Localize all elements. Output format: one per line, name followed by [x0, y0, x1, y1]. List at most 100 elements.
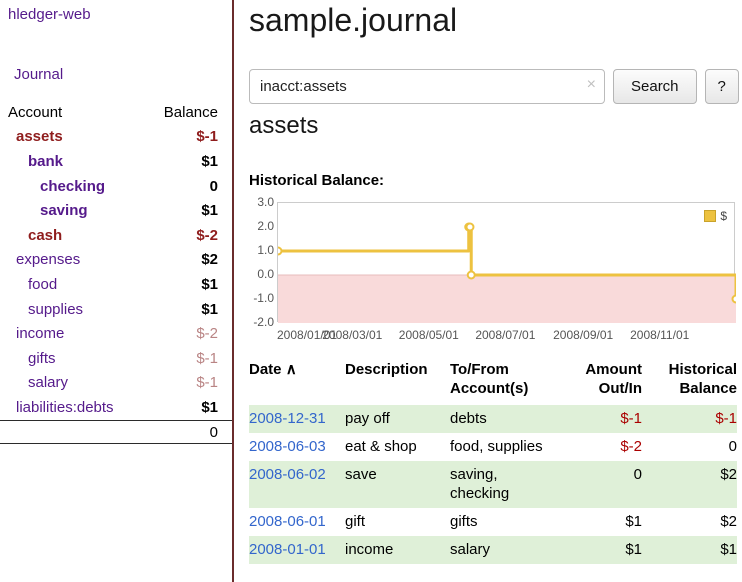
y-axis-tick-label: 3.0	[257, 195, 274, 209]
help-button[interactable]: ?	[704, 69, 739, 104]
sidebar-account-row: liabilities:debts $1	[0, 395, 232, 420]
amount-header: Amount Out/In	[585, 361, 642, 397]
register-description: eat & shop	[345, 438, 417, 455]
sidebar-account-row: salary $-1	[0, 371, 232, 396]
sidebar-account-row: assets $-1	[0, 125, 232, 150]
sidebar-account-link[interactable]: checking	[40, 177, 106, 195]
sort-asc-icon: ∧	[285, 361, 297, 378]
register-date-link[interactable]: 2008-06-03	[249, 438, 326, 455]
chart-legend: $	[702, 208, 729, 224]
register-accounts: debts	[450, 410, 487, 427]
register-date-cell: 2008-06-03	[249, 433, 345, 461]
sort-by-date-header[interactable]: Date ∧	[249, 360, 345, 405]
sidebar-item-journal[interactable]: Journal	[14, 66, 64, 83]
description-header: Description	[345, 361, 428, 378]
main-content: sample.journal × Search ? assets Histori…	[248, 0, 742, 582]
sidebar-account-link[interactable]: food	[28, 275, 58, 293]
x-axis-tick-label: 2008/03/01	[322, 328, 383, 342]
account-rows: assets $-1 bank $1 checking 0 saving $1 cash $-2 e…	[0, 125, 232, 420]
register-description: income	[345, 541, 394, 558]
register-balance: $2	[720, 513, 737, 530]
total-row: 0	[0, 419, 232, 445]
x-axis-tick-label: 2008/01/01	[277, 328, 338, 342]
x-axis-tick-label: 2008/11/01	[630, 328, 690, 342]
register-accounts: gifts	[450, 513, 478, 530]
chart-title: Historical Balance:	[249, 172, 385, 189]
y-axis-tick-label: -1.0	[253, 291, 274, 305]
sidebar-account-row: cash $-2	[0, 223, 232, 248]
search-box: ×	[249, 69, 605, 104]
sidebar-account-row: food $1	[0, 272, 232, 297]
sidebar-account-balance: $-2	[196, 325, 218, 343]
y-axis-tick-label: 0.0	[257, 267, 274, 281]
sidebar-account-link[interactable]: expenses	[16, 251, 81, 269]
register-row: 2008-06-03 eat & shop food, supplies $-2 0	[249, 433, 737, 461]
register-amount: $1	[625, 513, 642, 530]
chart-svg	[278, 222, 736, 323]
register-amount: $-2	[620, 438, 642, 455]
sidebar-account-link[interactable]: gifts	[28, 349, 56, 367]
sidebar-account-balance: $-1	[196, 128, 218, 146]
sidebar-account-balance: $1	[201, 398, 218, 416]
balance-column-header: Balance	[163, 103, 218, 121]
register-row: 2008-06-02 save saving, checking 0 $2	[249, 461, 737, 508]
chart-x-axis: 2008/01/01 2008/03/01 2008/05/01 2008/07/01…	[277, 328, 737, 344]
sidebar-account-balance: 0	[209, 177, 218, 195]
search-form: × Search ?	[249, 69, 739, 104]
sidebar-account-row: gifts $-1	[0, 346, 232, 371]
series-label: $	[720, 209, 727, 223]
register-row: 2008-06-01 gift gifts $1 $2	[249, 508, 737, 536]
register-balance: $-1	[715, 410, 737, 427]
sidebar-account-balance: $-1	[196, 349, 218, 367]
x-axis-tick-label: 2008/05/01	[398, 328, 459, 342]
search-input[interactable]	[249, 69, 605, 104]
historical-balance-header: Historical Balance	[668, 361, 737, 397]
register-date-cell: 2008-06-02	[249, 461, 345, 508]
sidebar-account-link[interactable]: income	[16, 325, 65, 343]
register-description: gift	[345, 513, 366, 530]
app-title-link[interactable]: hledger-web	[8, 6, 91, 23]
total-balance: 0	[209, 423, 218, 441]
x-axis-tick-label: 2008/07/01	[475, 328, 536, 342]
y-axis-tick-label: 1.0	[257, 243, 274, 257]
sidebar-account-link[interactable]: salary	[28, 374, 69, 392]
register-amount: 0	[633, 466, 642, 483]
date-header-label: Date	[249, 361, 282, 378]
sidebar-account-link[interactable]: assets	[16, 128, 63, 146]
sidebar-account-balance: $2	[201, 251, 218, 269]
register-description: save	[345, 466, 377, 483]
register-description: pay off	[345, 410, 390, 427]
register-row: 2008-12-31 pay off debts $-1 $-1	[249, 405, 737, 433]
register-date-link[interactable]: 2008-06-02	[249, 466, 326, 483]
register-date-link[interactable]: 2008-06-01	[249, 513, 326, 530]
register-table: Date ∧ Description To/From Account(s) Am…	[249, 360, 737, 564]
sidebar-account-row: supplies $1	[0, 297, 232, 322]
clear-search-icon[interactable]: ×	[586, 76, 596, 93]
register-row: 2008-01-01 income salary $1 $1	[249, 536, 737, 564]
sidebar-account-balance: $1	[201, 202, 218, 220]
account-balance-table: Account Balance assets $-1 bank $1 checking 0…	[0, 100, 232, 445]
sidebar-account-link[interactable]: liabilities:debts	[16, 398, 114, 416]
chart-y-axis: 3.0 2.0 1.0 0.0 -1.0 -2.0	[248, 195, 274, 346]
sidebar-account-balance: $1	[201, 275, 218, 293]
sidebar-account-balance: $-1	[196, 374, 218, 392]
x-axis-tick-label: 2008/09/01	[553, 328, 614, 342]
register-balance: $2	[720, 466, 737, 483]
sidebar: hledger-web Journal Account Balance asse…	[0, 0, 232, 582]
sidebar-account-balance: $1	[201, 300, 218, 318]
search-button[interactable]: Search	[613, 69, 697, 104]
register-accounts: salary	[450, 541, 491, 558]
sidebar-account-row: checking 0	[0, 174, 232, 199]
register-date-cell: 2008-12-31	[249, 405, 345, 433]
sidebar-account-link[interactable]: bank	[28, 152, 64, 170]
sidebar-account-balance: $-2	[196, 226, 218, 244]
sidebar-account-link[interactable]: supplies	[28, 300, 84, 318]
sidebar-account-link[interactable]: cash	[28, 226, 63, 244]
sidebar-account-link[interactable]: saving	[40, 202, 88, 220]
register-date-link[interactable]: 2008-12-31	[249, 410, 326, 427]
account-table-header: Account Balance	[0, 100, 232, 125]
register-amount: $1	[625, 541, 642, 558]
register-date-link[interactable]: 2008-01-01	[249, 541, 326, 558]
account-column-header: Account	[8, 103, 63, 121]
register-body: 2008-12-31 pay off debts $-1 $-1 2008-06-03 ea…	[249, 405, 737, 564]
